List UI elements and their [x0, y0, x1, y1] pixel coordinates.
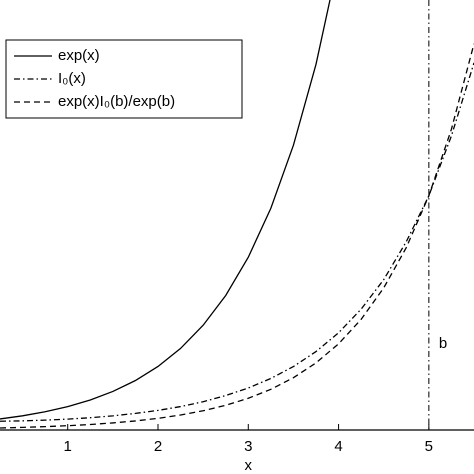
x-tick-label: 3: [244, 438, 252, 455]
x-tick-label: 2: [154, 438, 162, 455]
legend-label: I₀(x): [58, 70, 86, 87]
legend-label: exp(x): [58, 47, 100, 64]
x-tick-label: 1: [64, 438, 72, 455]
legend-label: exp(x)I₀(b)/exp(b): [58, 93, 175, 110]
series-line: [0, 43, 474, 429]
x-tick-label: 5: [425, 438, 433, 455]
legend: exp(x) I₀(x) exp(x)I₀(b)/exp(b): [5, 39, 243, 119]
x-axis-label: x: [245, 457, 253, 474]
x-tick-label: 4: [334, 438, 342, 455]
plot-area: [0, 0, 474, 429]
b-label: b: [439, 335, 447, 352]
series-line: [0, 62, 474, 422]
series-line: [0, 0, 331, 420]
